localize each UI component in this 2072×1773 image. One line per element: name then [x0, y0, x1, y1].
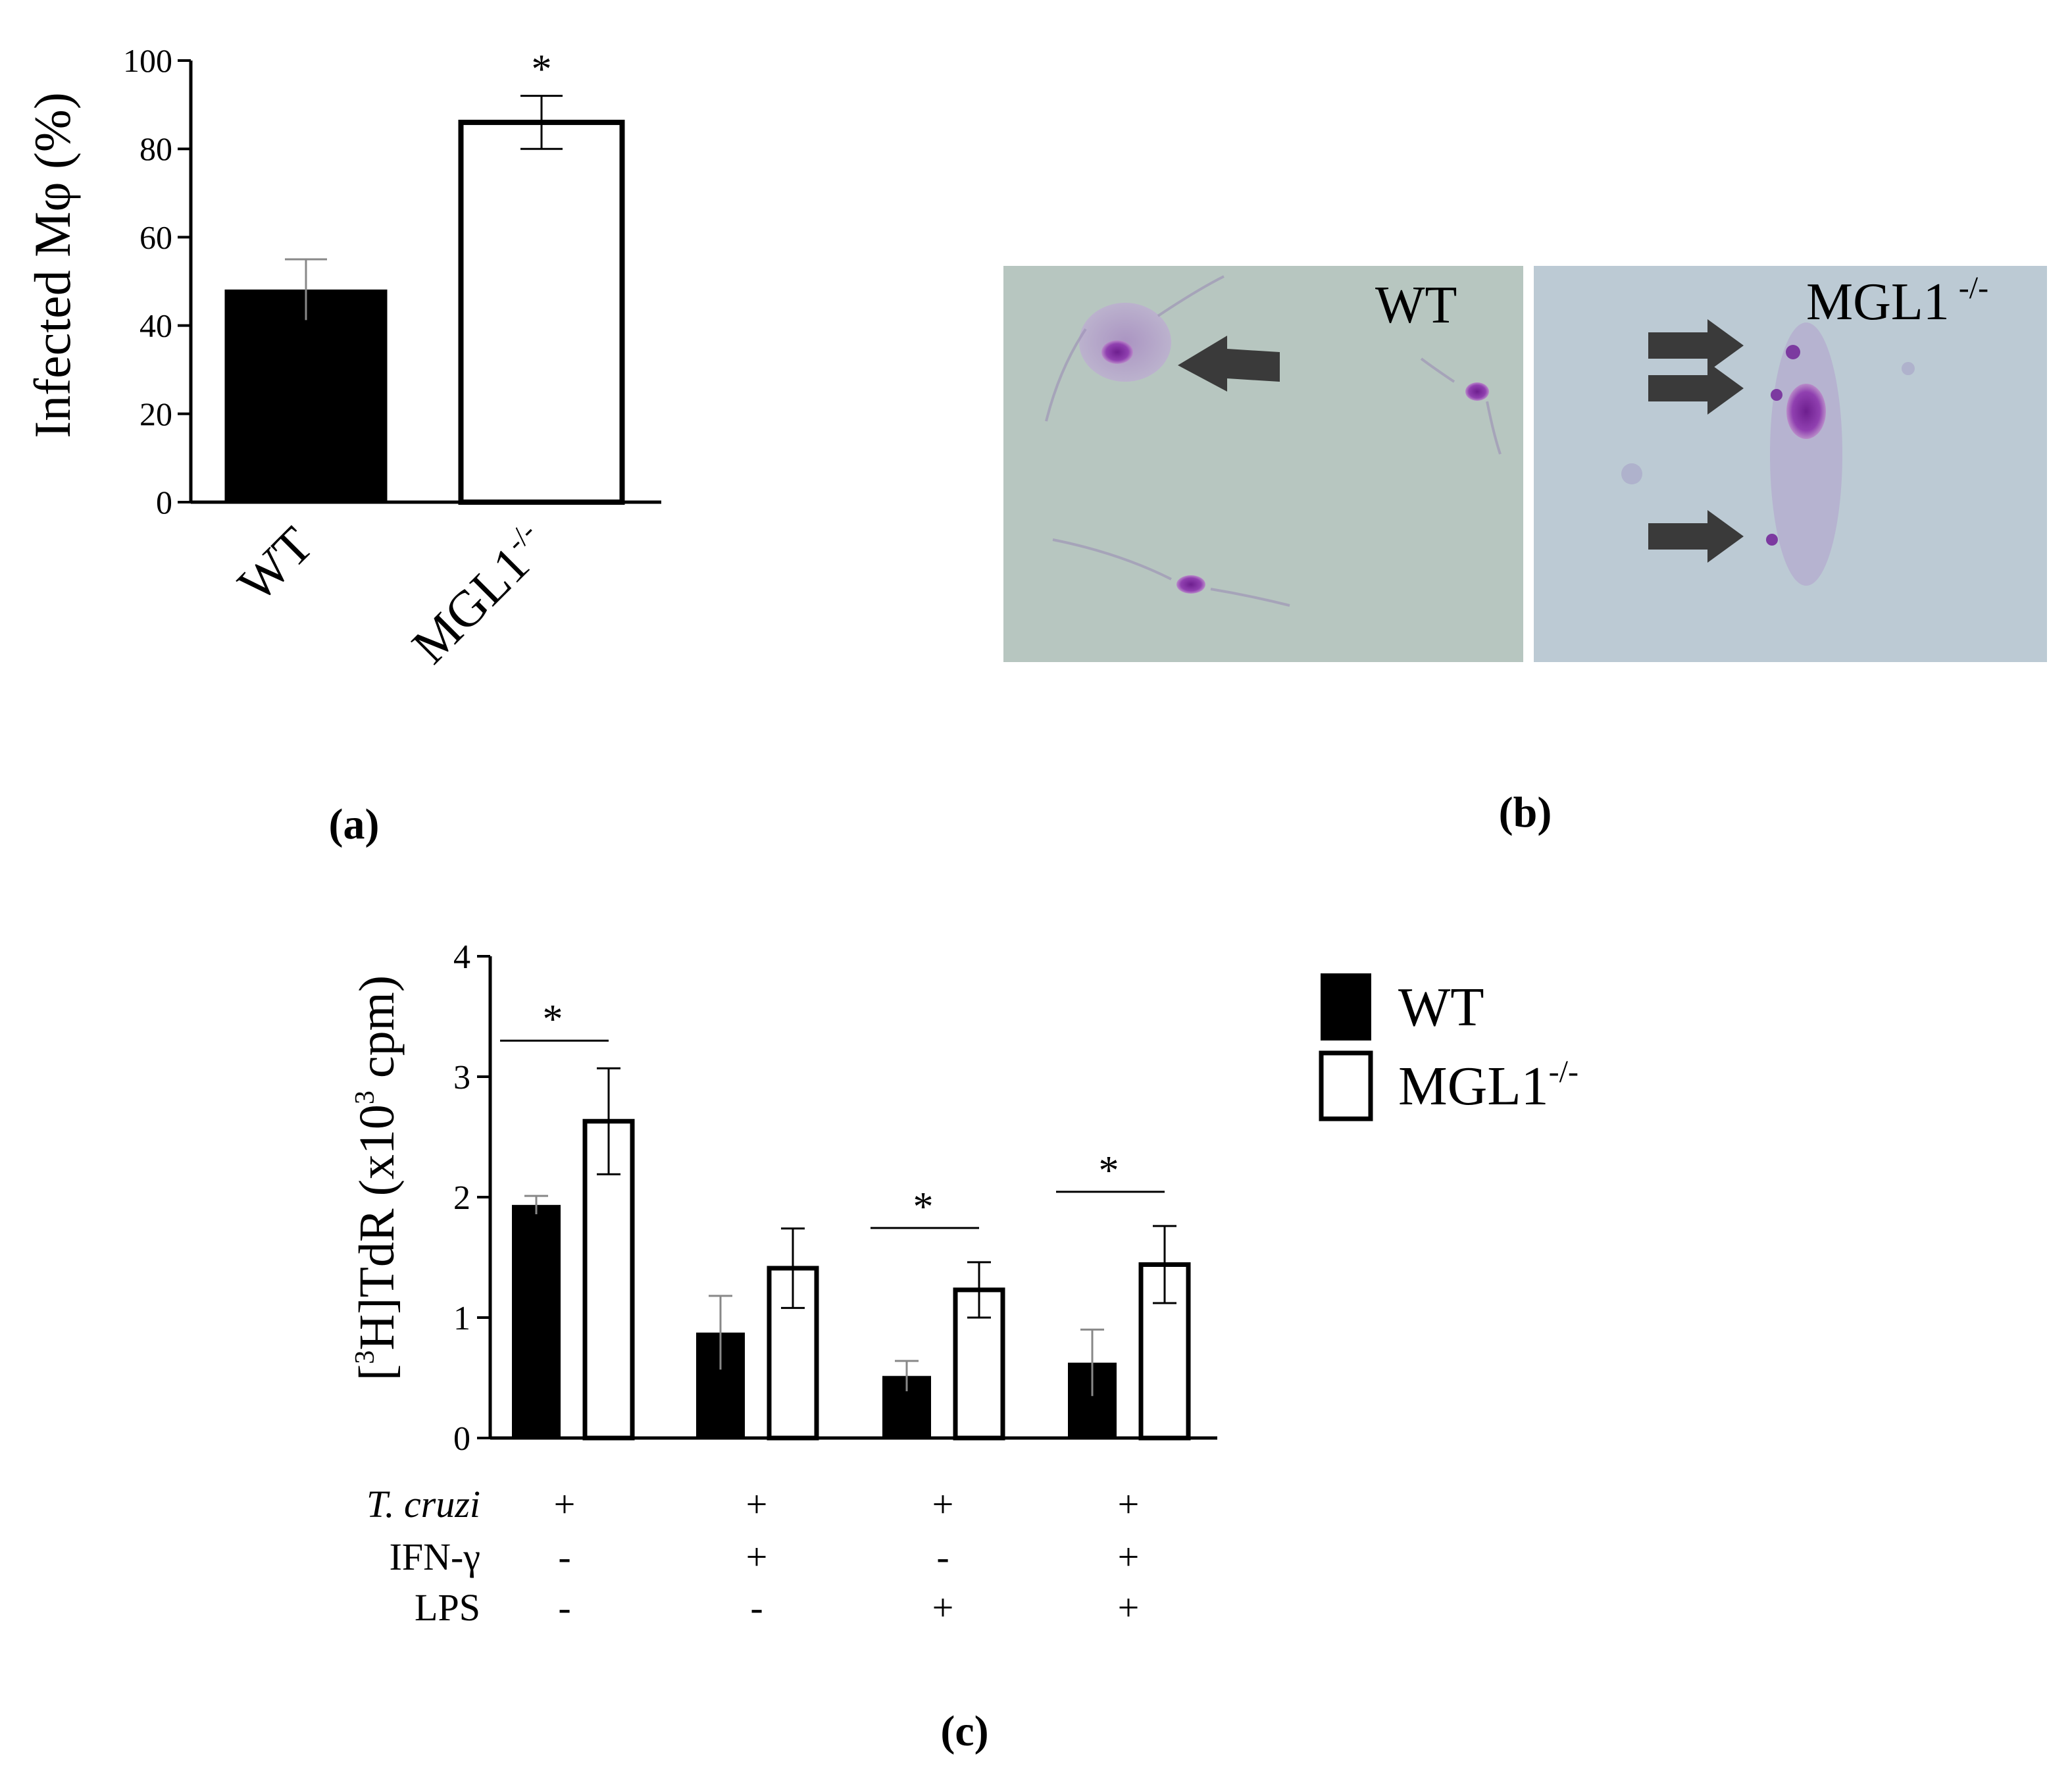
- parasite: [1766, 534, 1778, 546]
- chart-c-ytick-label: 2: [453, 1179, 470, 1217]
- condition-value: +: [932, 1483, 954, 1526]
- chart-c-ytick-label: 4: [453, 938, 470, 976]
- stained-nucleus: [1465, 382, 1489, 401]
- chart-c-ytick-label: 1: [453, 1300, 470, 1337]
- chart-a-category-labels: WT MGL1-/-: [227, 516, 559, 675]
- micrograph-mgl1-label: MGL1 -/-: [1806, 270, 1988, 331]
- condition-value: +: [746, 1483, 768, 1526]
- condition-value: +: [1118, 1535, 1140, 1578]
- chart-c-error-bars: [524, 1067, 1176, 1399]
- chart-c-significance-star: *: [913, 1185, 934, 1229]
- micrograph-divider: [1523, 266, 1534, 662]
- condition-row-label: T. cruzi: [366, 1483, 480, 1526]
- parasite: [1771, 389, 1782, 401]
- legend-label: WT: [1398, 977, 1484, 1038]
- condition-value: -: [936, 1535, 949, 1578]
- chart-a-bar: [458, 119, 625, 505]
- stained-nucleus: [1786, 384, 1826, 439]
- chart-a-ytick-label: 100: [123, 42, 172, 79]
- chart-a-significance-star: *: [532, 47, 552, 92]
- condition-value: -: [750, 1586, 763, 1629]
- chart-c-ytick-label: 0: [453, 1420, 470, 1458]
- condition-value: +: [746, 1535, 768, 1578]
- chart-c-ylabel: [3H]TdR (x103 cpm): [349, 975, 405, 1381]
- arrow-icon: [1648, 362, 1744, 415]
- chart-a-ytick-label: 20: [139, 396, 172, 432]
- micrograph-mgl1: MGL1 -/-: [1534, 266, 2047, 662]
- micrograph-wt-label: WT: [1375, 276, 1457, 334]
- chart-a-infected-macrophages: 0 20 40 60 80 100 * Infected Mφ (%) WT MGL1-/-: [24, 42, 661, 675]
- chart-a-error-bars: [285, 95, 563, 322]
- chart-a-bar: [224, 289, 388, 503]
- chart-a-significance: *: [532, 47, 552, 92]
- condition-value: +: [1118, 1483, 1140, 1526]
- condition-value: -: [558, 1535, 570, 1578]
- legend-swatch: [1319, 1050, 1373, 1121]
- chart-a-bars: [224, 119, 625, 505]
- chart-a-category-label: WT: [227, 516, 324, 613]
- stained-nucleus: [1101, 340, 1133, 364]
- chart-c-legend: WT MGL1-/-: [1319, 973, 1579, 1121]
- arrow-icon: [1648, 510, 1744, 563]
- chart-a-ylabel: Infected Mφ (%): [24, 92, 81, 438]
- condition-row-label: LPS: [415, 1586, 480, 1629]
- chart-c-ticks: 0 1 2 3 4: [453, 938, 490, 1458]
- condition-value: +: [932, 1586, 954, 1629]
- chart-c-ytick-label: 3: [453, 1059, 470, 1096]
- chart-a-ticks: 0 20 40 60 80 100: [123, 42, 191, 521]
- arrow-icon: [1178, 336, 1280, 392]
- condition-value: +: [554, 1483, 576, 1526]
- panel-label-a: (a): [329, 800, 380, 848]
- chart-c-significance-star: *: [1099, 1148, 1119, 1193]
- parasite: [1786, 345, 1800, 359]
- legend-label: MGL1-/-: [1398, 1054, 1579, 1117]
- condition-value: -: [558, 1586, 570, 1629]
- chart-c-significance-star: *: [543, 997, 563, 1042]
- chart-a-ytick-label: 0: [156, 484, 172, 521]
- micrograph-wt: WT: [1003, 266, 1523, 662]
- panel-label-c: (c): [940, 1707, 988, 1755]
- condition-value: +: [1118, 1586, 1140, 1629]
- chart-a-ytick-label: 80: [139, 130, 172, 167]
- panel-label-b: (b): [1499, 788, 1552, 836]
- chart-c-thymidine-uptake: 0 1 2 3 4 * * * [3H]TdR (x103 cpm) T. cruzi + + +…: [349, 938, 1579, 1629]
- chart-a-ytick-label: 60: [139, 218, 172, 255]
- chart-a-ytick-label: 40: [139, 307, 172, 344]
- chart-c-bars: [512, 1119, 1191, 1441]
- stained-nucleus: [1176, 575, 1205, 594]
- micrograph-panel: WT MGL1 -/-: [1003, 266, 2047, 662]
- legend-swatch: [1321, 973, 1371, 1041]
- chart-a-category-label: MGL1-/-: [401, 516, 559, 675]
- chart-c-bar: [512, 1204, 561, 1439]
- condition-row-label: IFN-γ: [390, 1535, 480, 1578]
- arrow-icon: [1648, 319, 1744, 372]
- chart-c-condition-table: T. cruzi + + + + IFN-γ - + - + LPS - - + +: [366, 1483, 1139, 1629]
- chart-c-significance: * * *: [500, 997, 1165, 1229]
